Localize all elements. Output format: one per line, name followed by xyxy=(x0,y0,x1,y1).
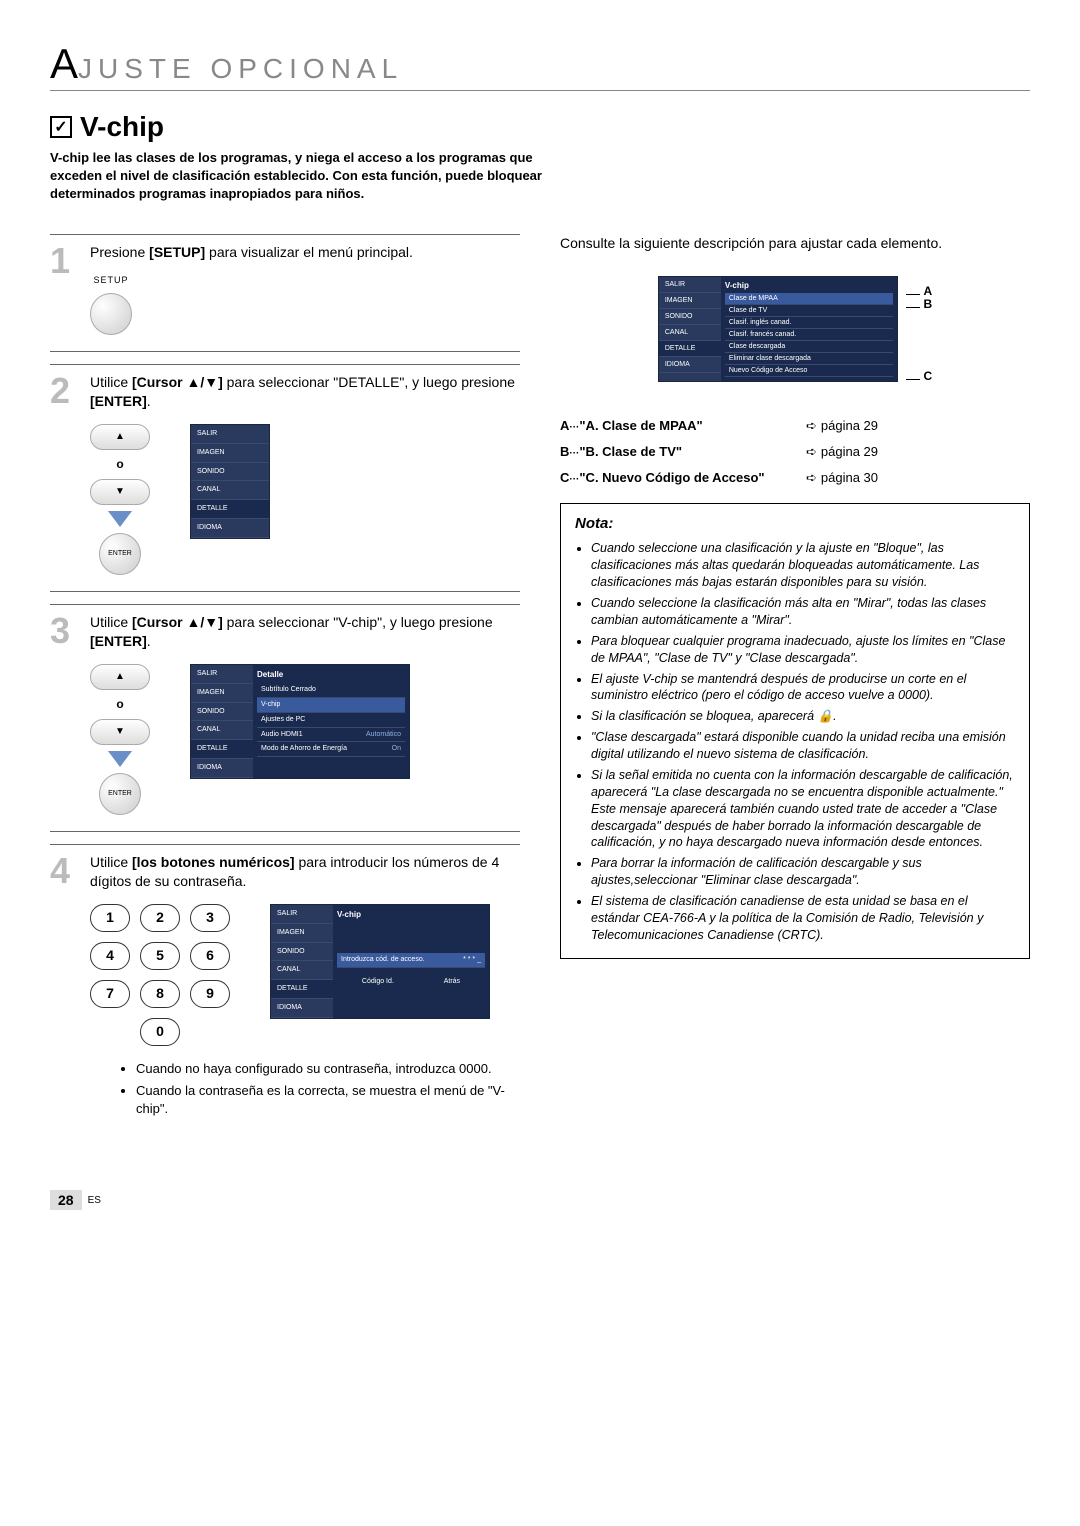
num-4: 4 xyxy=(90,942,130,970)
vchip-menu-diagram: SALIR IMAGEN SONIDO CANAL DETALLE IDIOMA… xyxy=(560,269,1030,389)
osd-detalle: SALIR IMAGEN SONIDO CANAL DETALLE IDIOMA… xyxy=(190,664,410,779)
step-num: 3 xyxy=(50,613,78,815)
cursor-down-icon: ▼ xyxy=(90,719,150,745)
step-1: 1 Presione [SETUP] para visualizar el me… xyxy=(50,234,520,352)
check-icon: ✓ xyxy=(50,116,72,138)
callout-c: C xyxy=(923,369,932,383)
header-rest: JUSTE OPCIONAL xyxy=(78,53,403,84)
right-column: Consulte la siguiente descripción para a… xyxy=(560,234,1030,1151)
osd-sidebar-only: SALIR IMAGEN SONIDO CANAL DETALLE IDIOMA xyxy=(190,424,270,539)
step-3: 3 Utilice [Cursor ▲/▼] para seleccionar … xyxy=(50,604,520,832)
num-6: 6 xyxy=(190,942,230,970)
setup-button-icon xyxy=(90,293,132,335)
page-header: AJUSTE OPCIONAL xyxy=(50,40,1030,91)
header-initial: A xyxy=(50,40,78,87)
step-num: 4 xyxy=(50,853,78,1123)
num-1: 1 xyxy=(90,904,130,932)
setup-label: SETUP xyxy=(93,274,128,287)
cursor-up-icon: ▲ xyxy=(90,664,150,690)
num-2: 2 xyxy=(140,904,180,932)
step-4: 4 Utilice [los botones numéricos] para i… xyxy=(50,844,520,1139)
cursor-up-icon: ▲ xyxy=(90,424,150,450)
left-column: 1 Presione [SETUP] para visualizar el me… xyxy=(50,234,520,1151)
section-title-text: V-chip xyxy=(80,111,164,143)
num-7: 7 xyxy=(90,980,130,1008)
intro-text: V-chip lee las clases de los programas, … xyxy=(50,149,570,204)
num-8: 8 xyxy=(140,980,180,1008)
num-5: 5 xyxy=(140,942,180,970)
step4-bullets: Cuando no haya configurado su contraseña… xyxy=(120,1060,520,1119)
or-label: o xyxy=(116,696,123,713)
enter-button-icon: ENTER xyxy=(99,533,141,575)
step-num: 1 xyxy=(50,243,78,335)
section-title: ✓ V-chip xyxy=(50,111,1030,143)
num-3: 3 xyxy=(190,904,230,932)
step-num: 2 xyxy=(50,373,78,575)
nota-box: Nota: Cuando seleccione una clasificació… xyxy=(560,503,1030,959)
enter-button-icon: ENTER xyxy=(99,773,141,815)
page-number: 28 ES xyxy=(50,1190,1030,1210)
or-label: o xyxy=(116,456,123,473)
step-2: 2 Utilice [Cursor ▲/▼] para seleccionar … xyxy=(50,364,520,592)
reference-table: A···"A. Clase de MPAA" ➪ página 29 B···"… xyxy=(560,413,1030,491)
osd-vchip-password: SALIR IMAGEN SONIDO CANAL DETALLE IDIOMA… xyxy=(270,904,490,1019)
arrow-down-icon xyxy=(108,511,132,527)
nota-title: Nota: xyxy=(575,514,1015,534)
callout-b: B xyxy=(923,297,932,311)
arrow-down-icon xyxy=(108,751,132,767)
right-desc: Consulte la siguiente descripción para a… xyxy=(560,234,1030,254)
num-0: 0 xyxy=(140,1018,180,1046)
numpad: 1 2 3 4 5 6 7 8 9 0 xyxy=(90,904,230,1046)
num-9: 9 xyxy=(190,980,230,1008)
cursor-down-icon: ▼ xyxy=(90,479,150,505)
